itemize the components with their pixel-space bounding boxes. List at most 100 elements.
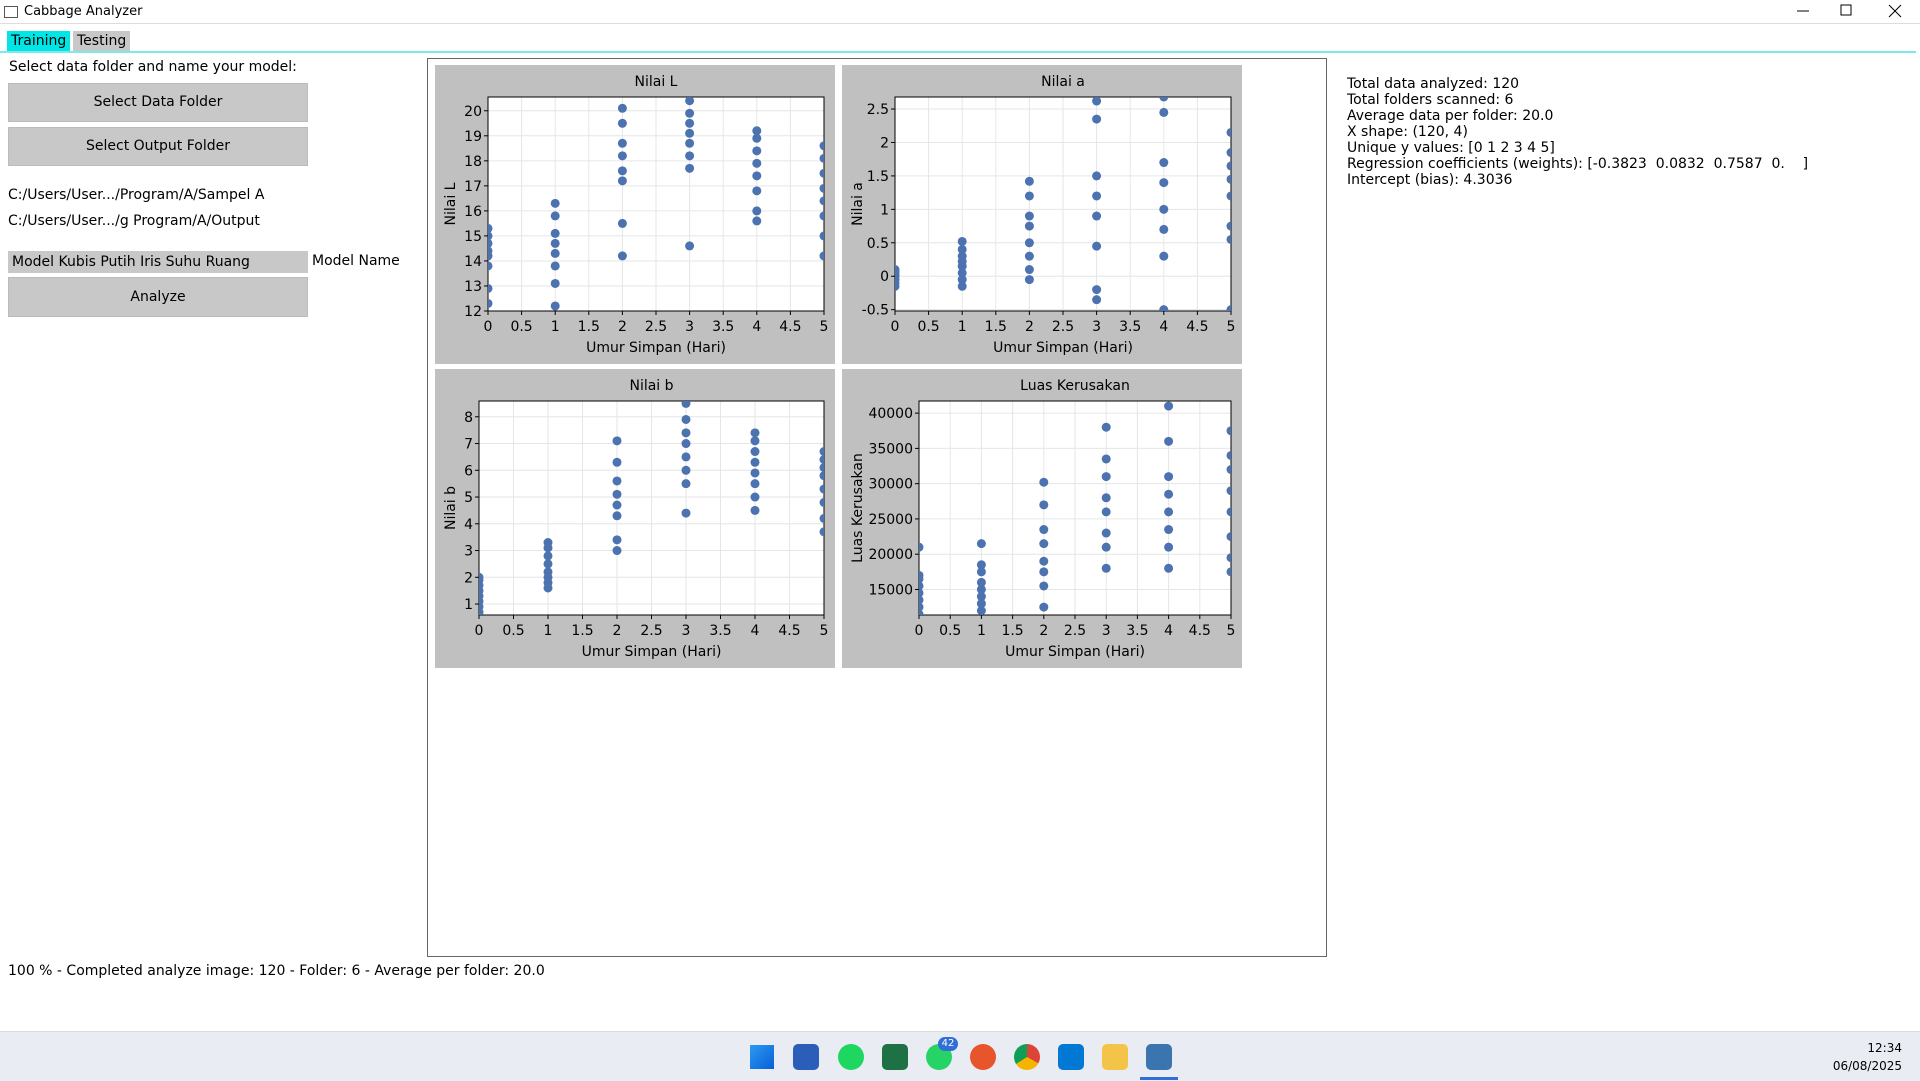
explorer-icon[interactable] — [1102, 1044, 1128, 1070]
point — [919, 570, 924, 580]
x-tick-label: 3.5 — [712, 319, 734, 335]
close[interactable] — [1888, 4, 1902, 18]
point — [819, 231, 824, 241]
point — [957, 281, 967, 291]
vscode-icon[interactable] — [1058, 1044, 1084, 1070]
point — [1164, 472, 1174, 482]
y-tick-label: 40000 — [868, 406, 913, 422]
x-tick-label: 3 — [1092, 319, 1101, 335]
x-tick-label: 0 — [475, 623, 484, 639]
chart-title: Nilai b — [629, 378, 673, 394]
point — [819, 463, 824, 473]
x-tick-label: 3 — [1102, 623, 1111, 639]
tab-training[interactable]: Training — [7, 31, 71, 51]
point — [1226, 532, 1231, 542]
x-tick-label: 4.5 — [778, 623, 800, 639]
start-button[interactable] — [750, 1045, 774, 1069]
python-icon[interactable] — [1146, 1044, 1172, 1070]
clock-time: 12:34 — [1867, 1041, 1902, 1055]
y-axis-label: Nilai L — [443, 182, 459, 225]
point — [488, 246, 493, 256]
excel-icon[interactable] — [882, 1044, 908, 1070]
chrome-icon[interactable] — [1014, 1044, 1040, 1070]
point — [550, 278, 560, 288]
y-tick-label: 12 — [464, 304, 482, 320]
x-tick-label: 2.5 — [645, 319, 667, 335]
analyze-button[interactable]: Analyze — [8, 277, 308, 317]
point — [750, 447, 760, 457]
chart-panel: Nilai b Umur Simpan (Hari) Nilai b 0 0.5 1 1.5… — [435, 369, 835, 668]
y-tick-label: 25000 — [868, 512, 913, 528]
point — [1164, 489, 1174, 499]
point — [919, 581, 924, 591]
tab-testing[interactable]: Testing — [73, 31, 131, 51]
info-line: Average data per folder: 20.0 — [1347, 108, 1554, 124]
point — [819, 211, 824, 221]
x-tick-label: 0.5 — [939, 623, 961, 639]
y-tick-label: 2 — [464, 570, 473, 586]
chart-panel: Nilai a Umur Simpan (Hari) Nilai a 0 0.5 1 1.5… — [842, 65, 1242, 364]
x-tick-label: 1.5 — [578, 319, 600, 335]
tab-line — [0, 51, 1916, 53]
maximize[interactable] — [1840, 4, 1852, 16]
y-axis-label: Nilai b — [443, 486, 459, 530]
x-tick-label: 4 — [1164, 623, 1173, 639]
x-tick-label: 1.5 — [985, 319, 1007, 335]
point — [685, 108, 695, 118]
point — [1226, 465, 1231, 475]
y-tick-label: 35000 — [868, 441, 913, 457]
x-tick-label: 3.5 — [1119, 319, 1141, 335]
y-tick-label: 17 — [464, 179, 482, 195]
window-controls[interactable] — [1780, 0, 1920, 23]
point — [750, 492, 760, 502]
x-tick-label: 0 — [915, 623, 924, 639]
x-tick-label: 1 — [977, 623, 986, 639]
point — [550, 238, 560, 248]
point — [543, 538, 553, 548]
point — [819, 141, 824, 151]
x-tick-label: 1 — [551, 319, 560, 335]
point — [1039, 500, 1049, 510]
point — [488, 283, 493, 293]
x-axis-label: Umur Simpan (Hari) — [1005, 644, 1145, 660]
point — [976, 599, 986, 609]
x-tick-label: 5 — [820, 623, 829, 639]
point — [752, 158, 762, 168]
word-icon[interactable] — [793, 1044, 819, 1070]
point — [1159, 107, 1169, 117]
chart-title: Luas Kerusakan — [1020, 378, 1130, 394]
x-tick-label: 4.5 — [1189, 623, 1211, 639]
x-tick-label: 4 — [1159, 319, 1168, 335]
points — [895, 97, 1231, 311]
system-tray[interactable] — [1700, 1046, 1810, 1066]
point — [752, 171, 762, 181]
y-tick-label: -0.5 — [862, 303, 889, 319]
point — [1226, 127, 1231, 137]
spotify-icon[interactable] — [838, 1044, 864, 1070]
select-output-button[interactable]: Select Output Folder — [8, 127, 308, 166]
x-tick-label: 0 — [484, 319, 493, 335]
point — [1226, 553, 1231, 563]
point — [1039, 556, 1049, 566]
point — [617, 218, 627, 228]
axes-frame — [478, 400, 825, 616]
y-tick-label: 3 — [464, 544, 473, 560]
x-tick-label: 3 — [682, 623, 691, 639]
y-tick-label: 2.5 — [867, 102, 889, 118]
point — [1039, 581, 1049, 591]
point — [612, 546, 622, 556]
point — [612, 476, 622, 486]
title-bar: Cabbage Analyzer — [0, 0, 1920, 24]
point — [976, 606, 986, 615]
point — [1226, 161, 1231, 171]
point — [1039, 567, 1049, 577]
select-data-button[interactable]: Select Data Folder — [8, 83, 308, 122]
model-name-input[interactable]: Model Kubis Putih Iris Suhu Ruang — [8, 251, 308, 273]
point — [543, 567, 553, 577]
notification-badge: 42 — [938, 1037, 958, 1051]
app-icon-x[interactable] — [970, 1044, 996, 1070]
point — [1159, 97, 1169, 102]
chart-title: Nilai L — [635, 74, 678, 90]
point — [1092, 285, 1102, 295]
info-line: Total folders scanned: 6 — [1347, 92, 1514, 108]
